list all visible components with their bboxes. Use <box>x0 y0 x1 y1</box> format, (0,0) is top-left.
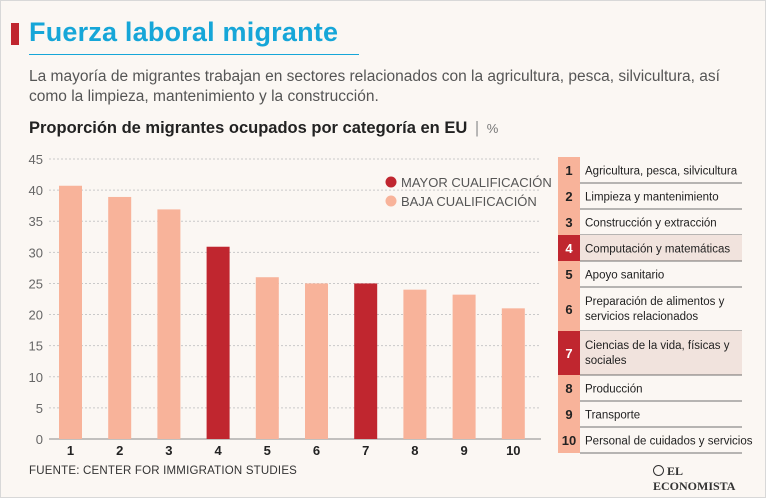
y-tick-label: 30 <box>29 245 43 260</box>
key-label: Producción <box>585 384 643 396</box>
key-row-highlight <box>580 331 742 375</box>
key-number: 10 <box>562 433 576 448</box>
chart-title-text: Proporción de migrantes ocupados por cat… <box>29 119 468 137</box>
bar <box>157 209 181 439</box>
y-tick-label: 0 <box>36 432 43 447</box>
y-tick-label: 40 <box>29 183 43 198</box>
bar <box>255 277 279 439</box>
title-accent-bar <box>11 23 19 45</box>
x-tick-label: 5 <box>264 443 271 458</box>
bar <box>501 308 525 439</box>
key-number-cell <box>558 331 580 375</box>
x-tick-label: 6 <box>313 443 320 458</box>
key-label: Preparación de alimentos y servicios rela… <box>585 296 725 323</box>
key-number: 5 <box>565 267 572 282</box>
key-label: Computación y matemáticas <box>585 244 730 256</box>
key-number: 2 <box>565 189 572 204</box>
bar <box>108 196 132 439</box>
y-tick-label: 25 <box>29 276 43 291</box>
title-underline <box>29 54 359 55</box>
chart-unit: % <box>486 121 499 136</box>
x-tick-label: 2 <box>116 443 123 458</box>
x-tick-label: 7 <box>362 443 369 458</box>
key-number-cell <box>558 235 580 261</box>
legend-label: BAJA CUALIFICACIÓN <box>401 194 537 209</box>
chart-title: Proporción de migrantes ocupados por cat… <box>29 119 498 138</box>
bar <box>59 185 82 439</box>
y-tick-label: 15 <box>29 339 43 354</box>
bar <box>354 283 378 439</box>
key-number: 1 <box>565 163 572 178</box>
y-tick-label: 45 <box>29 152 43 167</box>
y-tick-label: 35 <box>29 214 43 229</box>
key-number: 8 <box>565 381 572 396</box>
y-tick-label: 10 <box>29 370 43 385</box>
key-number-cell <box>558 183 580 209</box>
key-number: 7 <box>565 346 572 361</box>
x-tick-label: 10 <box>506 443 520 458</box>
x-tick-label: 1 <box>67 443 74 458</box>
key-number: 3 <box>565 215 572 230</box>
key-label: Transporte <box>585 410 640 422</box>
source-note: FUENTE: CENTER FOR IMMIGRATION STUDIES <box>29 465 298 477</box>
logo-text: EL ECONOMISTA <box>653 464 736 493</box>
legend-swatch <box>385 176 397 188</box>
x-tick-label: 3 <box>165 443 172 458</box>
legend-swatch <box>385 195 397 207</box>
key-number-cell <box>558 287 580 331</box>
key-number: 4 <box>565 241 573 256</box>
key-number-cell <box>558 375 580 401</box>
key-number-cell <box>558 157 580 183</box>
bar <box>305 283 328 439</box>
key-number-cell <box>558 401 580 427</box>
chart-title-separator: | <box>474 119 480 137</box>
bar <box>452 294 476 439</box>
key-row-highlight <box>580 235 742 261</box>
key-number-cell <box>558 427 580 453</box>
key-label: Agricultura, pesca, silvicultura <box>585 166 738 178</box>
y-tick-label: 20 <box>29 308 43 323</box>
page-title: Fuerza laboral migrante <box>29 17 339 47</box>
page-subtitle: La mayoría de migrantes trabajan en sect… <box>29 68 720 105</box>
y-tick-label: 5 <box>36 401 43 416</box>
x-tick-label: 4 <box>214 443 222 458</box>
publisher-logo: EL ECONOMISTA <box>653 464 765 494</box>
key-number-cell <box>558 261 580 287</box>
key-number: 6 <box>565 302 572 317</box>
x-tick-label: 8 <box>411 443 418 458</box>
key-label: Apoyo sanitario <box>585 270 664 282</box>
key-number-cell <box>558 209 580 235</box>
key-number: 9 <box>565 407 572 422</box>
logo-mark-icon <box>653 465 664 476</box>
legend-label: MAYOR CUALIFICACIÓN <box>401 175 552 190</box>
bar <box>206 246 230 439</box>
key-label: Personal de cuidados y servicios <box>585 436 753 448</box>
key-label: Ciencias de la vida, físicas y sociales <box>585 340 730 367</box>
bar <box>403 289 427 439</box>
key-label: Construcción y extracción <box>585 218 717 230</box>
key-label: Limpieza y mantenimiento <box>585 192 719 204</box>
x-tick-label: 9 <box>460 443 467 458</box>
